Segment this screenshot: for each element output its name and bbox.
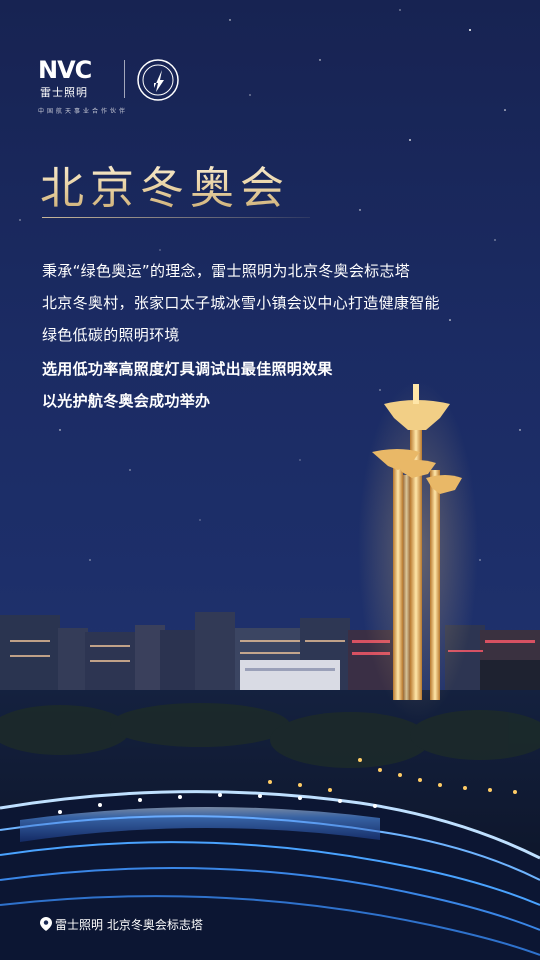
location-caption: 雷士照明 北京冬奥会标志塔 (40, 916, 203, 933)
aerospace-emblem-icon (137, 59, 179, 101)
title-underline (42, 217, 310, 218)
brand-name: 雷士照明 (40, 86, 88, 99)
trees (0, 703, 540, 768)
highlight-line: 以光护航冬奥会成功举办 (42, 392, 211, 410)
nvc-logo-mark: NVC (38, 56, 92, 84)
ice-ribbon-venue (0, 790, 540, 960)
logo-tagline: 中国航天事业合作伙伴 (38, 108, 129, 115)
logo-divider (124, 60, 125, 98)
location-pin-icon (40, 917, 52, 931)
starry-sky (0, 0, 540, 620)
path-lights (268, 758, 517, 794)
olympic-tower (358, 380, 478, 720)
caption-text: 雷士照明 北京冬奥会标志塔 (55, 918, 203, 932)
body-line: 绿色低碳的照明环境 (42, 326, 180, 344)
body-line: 北京冬奥村，张家口太子城冰雪小镇会议中心打造健康智能 (42, 294, 440, 312)
brand-logo: NVC 雷士照明 中国航天事业合作伙伴 (38, 56, 179, 116)
body-line: 秉承“绿色奥运”的理念，雷士照明为北京冬奥会标志塔 (42, 262, 411, 280)
highlight-line: 选用低功率高照度灯具调试出最佳照明效果 (42, 360, 333, 378)
page-title: 北京冬奥会 (40, 152, 290, 216)
